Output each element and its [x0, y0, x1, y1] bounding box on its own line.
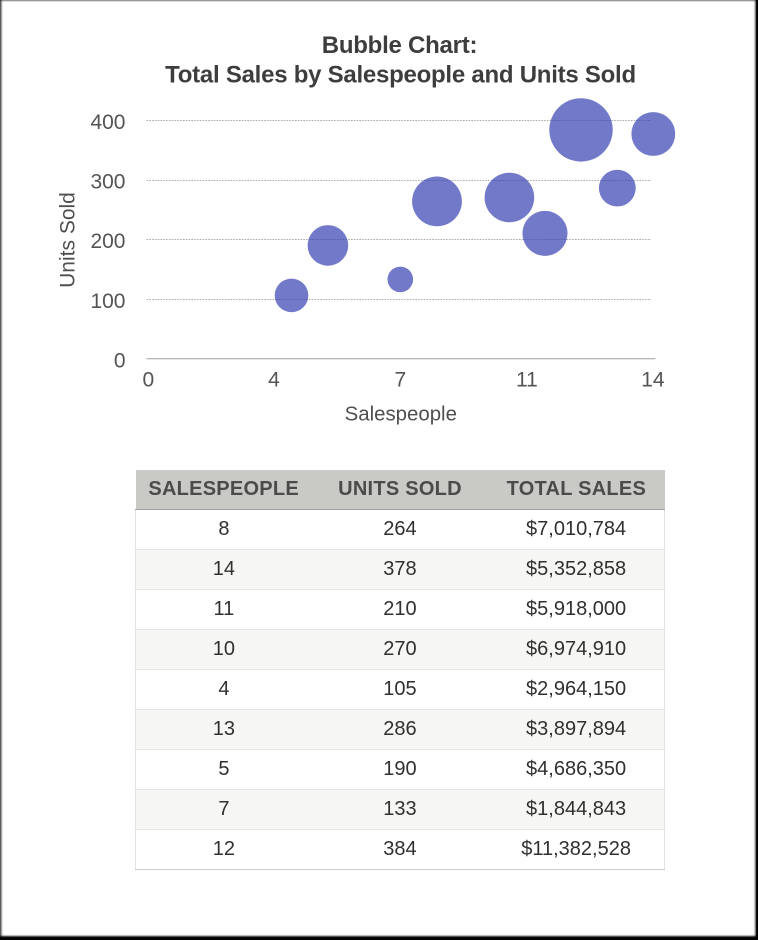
svg-text:7: 7	[394, 368, 406, 391]
svg-text:100: 100	[90, 290, 125, 313]
svg-text:Salespeople: Salespeople	[345, 404, 457, 426]
svg-text:Bubble Chart:: Bubble Chart:	[322, 32, 477, 59]
svg-text:0: 0	[114, 350, 126, 373]
svg-text:400: 400	[90, 111, 125, 134]
svg-text:200: 200	[90, 230, 125, 253]
svg-text:14: 14	[641, 368, 665, 391]
svg-text:11: 11	[516, 368, 538, 391]
svg-text:Units Sold: Units Sold	[57, 192, 80, 288]
svg-text:Total Sales by Salespeople and: Total Sales by Salespeople and Units Sol…	[165, 61, 636, 88]
svg-text:4: 4	[268, 368, 280, 391]
svg-text:0: 0	[142, 368, 154, 391]
svg-text:300: 300	[90, 171, 125, 194]
